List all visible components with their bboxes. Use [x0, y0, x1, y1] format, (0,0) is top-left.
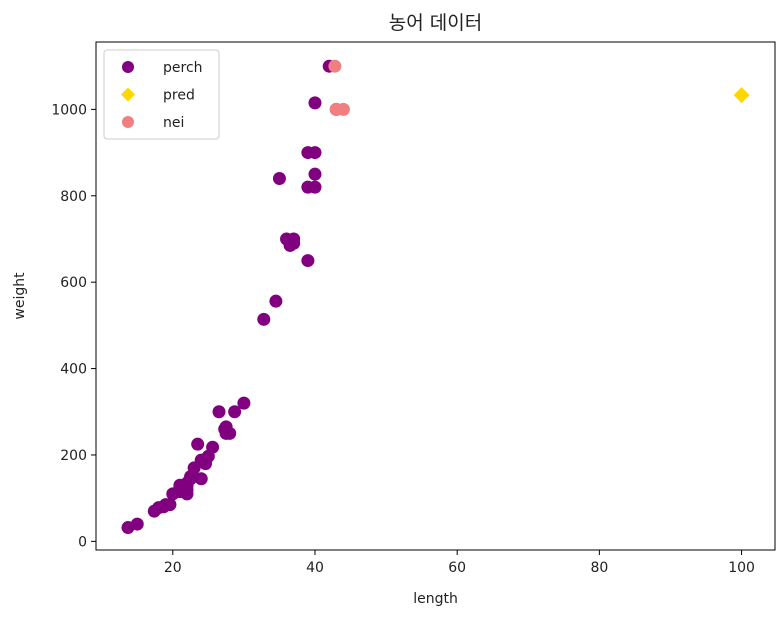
legend-marker-pred	[121, 87, 135, 102]
y-axis-label: weight	[12, 272, 28, 320]
nei-point-2	[336, 102, 350, 116]
perch-point-33	[237, 396, 251, 410]
y-tick-label-200: 200	[60, 448, 87, 464]
legend-label-pred: pred	[163, 88, 195, 104]
y-tick-label-1000: 1000	[51, 102, 87, 118]
x-tick-label-20: 20	[164, 560, 182, 576]
legend-item-nei: nei	[122, 115, 184, 131]
y-tick-label-0: 0	[78, 534, 87, 550]
perch-point-27	[212, 405, 226, 419]
pred-point-0	[733, 87, 750, 104]
x-tick-label-80: 80	[590, 560, 608, 576]
legend-box	[103, 49, 220, 140]
legend-label-perch: perch	[163, 60, 203, 76]
series-pred	[733, 87, 750, 104]
perch-point-1	[130, 517, 144, 531]
series-perch	[121, 59, 343, 535]
perch-point-22	[194, 472, 208, 486]
y-tick-label-400: 400	[60, 362, 87, 378]
perch-point-21	[191, 437, 205, 451]
legend-label-nei: nei	[163, 115, 184, 131]
legend-item-pred: pred	[121, 87, 195, 104]
x-tick-label-60: 60	[448, 560, 466, 576]
perch-point-42	[301, 254, 315, 268]
y-tick-label-600: 600	[60, 275, 87, 291]
perch-point-46	[308, 96, 322, 110]
series-nei	[328, 59, 350, 116]
perch-point-32	[228, 405, 242, 419]
legend-marker-perch	[122, 61, 134, 73]
perch-point-35	[269, 294, 283, 308]
perch-point-34	[257, 312, 271, 326]
perch-point-6	[163, 498, 177, 512]
x-tick-label-40: 40	[306, 560, 324, 576]
perch-point-45	[308, 146, 322, 160]
legend-marker-nei	[122, 116, 134, 128]
legend-item-perch: perch	[122, 60, 203, 76]
perch-point-31	[223, 426, 237, 440]
x-axis-label: length	[413, 591, 458, 607]
chart-title: 농어 데이터	[389, 12, 482, 34]
perch-point-36	[272, 172, 286, 186]
perch-point-26	[206, 440, 220, 454]
nei-point-0	[328, 59, 342, 73]
y-tick-label-800: 800	[60, 189, 87, 205]
plot-frame	[95, 41, 776, 551]
x-tick-label-100: 100	[728, 560, 755, 576]
perch-point-44	[308, 167, 322, 181]
perch-point-40	[287, 236, 301, 250]
perch-point-47	[308, 180, 322, 194]
